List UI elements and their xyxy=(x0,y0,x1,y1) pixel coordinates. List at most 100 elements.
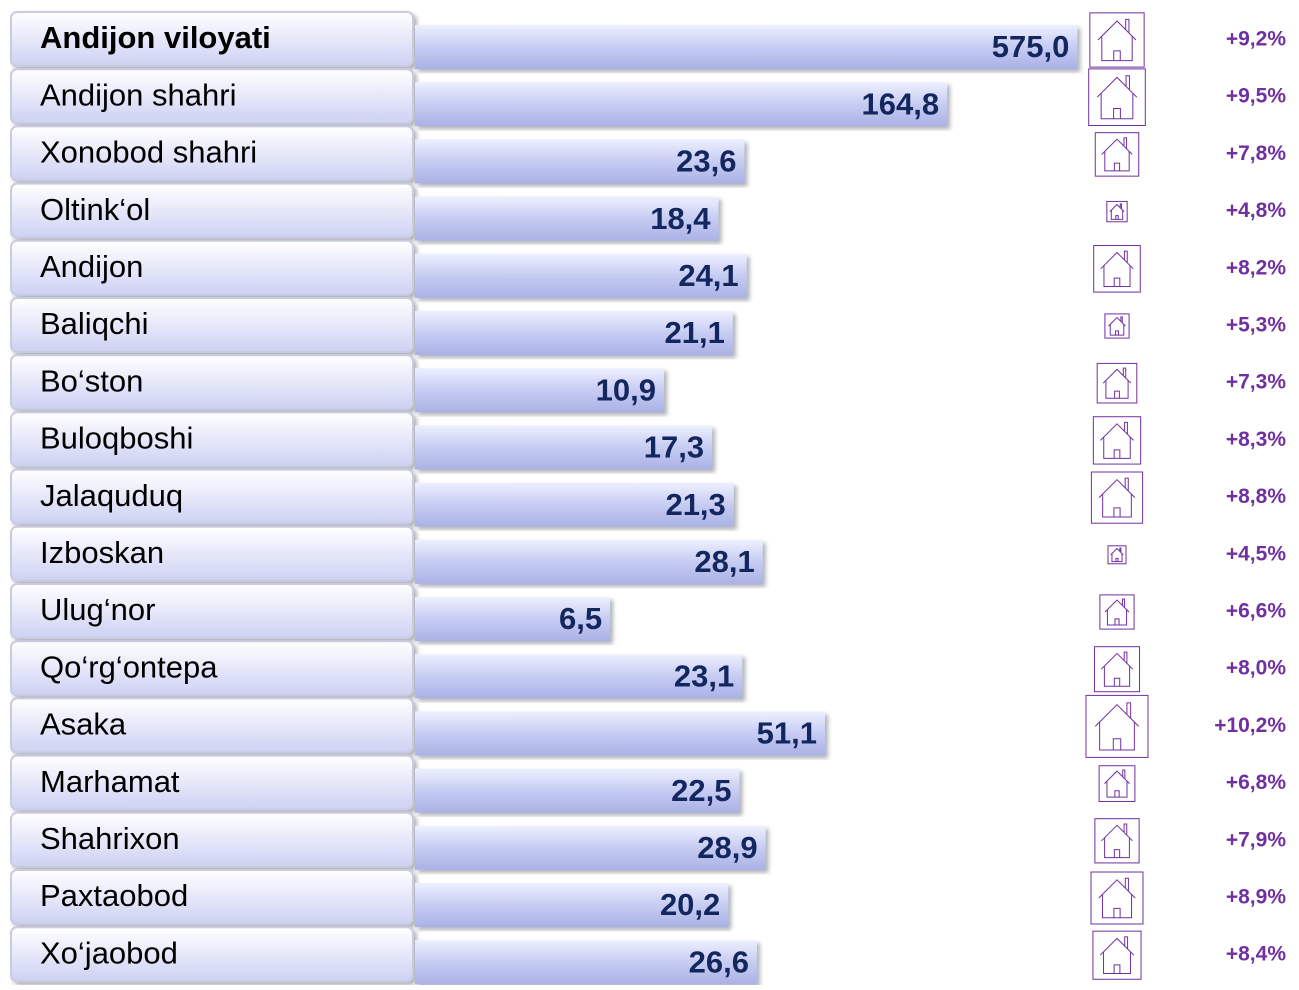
value-label: 164,8 xyxy=(861,86,939,121)
house-icon xyxy=(1089,12,1145,68)
house xyxy=(1109,203,1125,220)
label-box xyxy=(10,869,414,925)
value-label: 10,9 xyxy=(596,372,656,407)
value-label: 6,5 xyxy=(559,601,602,636)
category-label: Andijon viloyati xyxy=(40,20,271,55)
bar xyxy=(415,25,1078,69)
house-frame xyxy=(1088,68,1146,126)
house xyxy=(1108,316,1126,336)
bar xyxy=(415,311,733,355)
label-box xyxy=(10,11,414,67)
house-frame xyxy=(1094,818,1140,864)
house xyxy=(1098,877,1136,919)
house-frame xyxy=(1092,416,1142,465)
value-label: 20,2 xyxy=(660,887,720,922)
value-label: 28,1 xyxy=(694,544,754,579)
bar xyxy=(415,482,734,527)
category-label: Buloqboshi xyxy=(40,421,193,456)
house-icon xyxy=(1090,471,1144,524)
house-icon xyxy=(1096,362,1138,404)
house-frame xyxy=(1098,765,1136,802)
growth-label: +8,8% xyxy=(1226,485,1286,508)
house-frame xyxy=(1093,646,1141,693)
category-label: Oltink‘ol xyxy=(40,192,150,227)
house-frame xyxy=(1092,930,1142,980)
value-label: 22,5 xyxy=(671,773,731,808)
house-frame xyxy=(1090,871,1144,925)
house-frame xyxy=(1096,362,1138,404)
house xyxy=(1104,598,1130,626)
growth-label: +5,3% xyxy=(1226,314,1286,337)
bar xyxy=(415,253,747,298)
growth-label: +8,9% xyxy=(1226,886,1286,909)
category-label: Qo‘rg‘ontepa xyxy=(40,649,218,684)
house xyxy=(1099,936,1135,974)
category-label: Marhamat xyxy=(40,764,180,799)
label-box xyxy=(10,68,414,125)
bar xyxy=(415,597,611,641)
category-label: Shahrixon xyxy=(40,821,180,856)
bar xyxy=(415,82,948,127)
value-label: 51,1 xyxy=(757,716,817,751)
bar xyxy=(415,940,757,985)
house-frame xyxy=(1093,245,1141,293)
label-box xyxy=(10,125,414,182)
growth-label: +4,5% xyxy=(1226,542,1286,565)
value-label: 23,6 xyxy=(676,144,736,179)
growth-label: +8,3% xyxy=(1226,428,1286,451)
label-box xyxy=(10,754,414,811)
bar xyxy=(415,425,713,470)
house-icon xyxy=(1107,545,1127,565)
bar xyxy=(415,196,719,241)
label-box xyxy=(10,468,414,525)
house xyxy=(1104,769,1130,798)
label-box xyxy=(10,583,414,639)
label-box xyxy=(10,697,414,754)
label-box xyxy=(10,525,414,582)
label-box xyxy=(10,354,414,411)
house xyxy=(1101,823,1133,859)
bar xyxy=(415,539,763,584)
bar xyxy=(415,654,743,699)
house-icon xyxy=(1090,871,1144,925)
house-icon xyxy=(1092,416,1142,465)
label-box xyxy=(10,182,414,239)
category-label: Jalaquduq xyxy=(40,478,183,513)
growth-label: +8,4% xyxy=(1226,943,1286,966)
category-label: Andijon shahri xyxy=(40,77,236,112)
value-label: 24,1 xyxy=(678,258,738,293)
house-icon xyxy=(1085,694,1149,758)
value-label: 28,9 xyxy=(697,830,757,865)
house xyxy=(1094,702,1140,751)
house-frame xyxy=(1089,12,1145,68)
value-label: 18,4 xyxy=(650,201,711,236)
bar xyxy=(415,768,740,813)
category-label: Ulug‘nor xyxy=(40,592,155,627)
house xyxy=(1100,421,1134,459)
house-icon xyxy=(1092,930,1142,980)
growth-label: +6,8% xyxy=(1226,771,1286,794)
label-box xyxy=(10,811,414,868)
house-icon xyxy=(1104,313,1130,339)
value-label: 21,1 xyxy=(664,315,724,350)
growth-label: +10,2% xyxy=(1214,714,1286,737)
growth-label: +9,2% xyxy=(1226,28,1286,51)
house xyxy=(1097,18,1137,62)
growth-label: +8,0% xyxy=(1226,657,1286,680)
growth-label: +6,6% xyxy=(1226,600,1286,623)
house-icon xyxy=(1094,818,1140,864)
label-box xyxy=(10,297,414,353)
bar xyxy=(415,825,766,870)
value-label: 575,0 xyxy=(992,29,1070,64)
house xyxy=(1101,137,1133,172)
house xyxy=(1100,250,1134,287)
growth-label: +7,3% xyxy=(1226,371,1286,394)
growth-label: +7,8% xyxy=(1226,142,1286,165)
house-frame xyxy=(1104,313,1130,339)
category-label: Andijon xyxy=(40,249,143,284)
growth-label: +8,2% xyxy=(1226,256,1286,279)
category-label: Bo‘ston xyxy=(40,363,143,398)
house-frame xyxy=(1085,694,1149,758)
house xyxy=(1100,651,1134,687)
